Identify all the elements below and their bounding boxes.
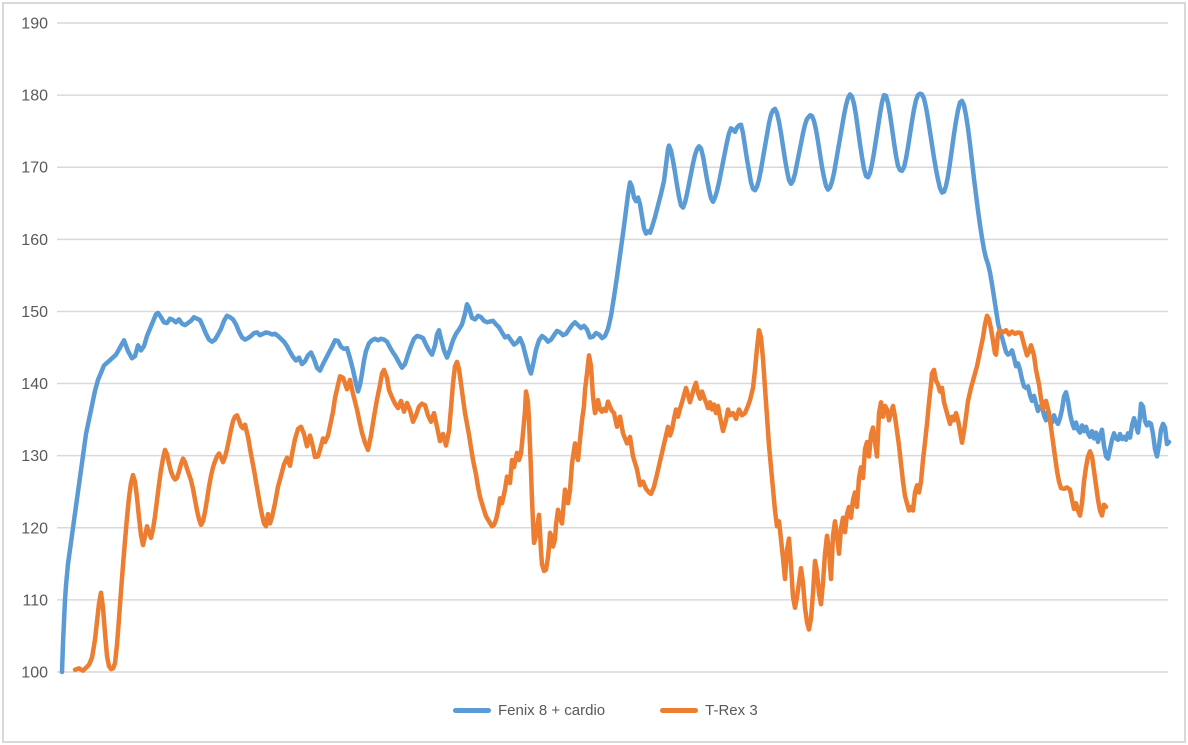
legend-item-trex-3[interactable]: T-Rex 3 — [660, 702, 758, 719]
legend-label-trex: T-Rex 3 — [705, 702, 758, 719]
legend-label-fenix: Fenix 8 + cardio — [498, 702, 606, 719]
legend-marker-fenix-icon — [453, 708, 491, 713]
series-line-fenix-8-cardio[interactable] — [59, 91, 1172, 675]
y-axis-tick-label: 150 — [21, 304, 48, 321]
y-axis-tick-label: 140 — [21, 376, 48, 393]
y-axis-tick-label: 130 — [21, 448, 48, 465]
legend-marker-trex-icon — [660, 708, 699, 713]
y-axis-tick-label: 100 — [21, 665, 48, 682]
y-axis-tick-label: 160 — [21, 232, 48, 249]
chart-legend: Fenix 8 + cardio T-Rex 3 — [453, 702, 758, 719]
y-axis-tick-label: 120 — [21, 520, 48, 537]
series-line-trex-3[interactable] — [72, 313, 1109, 673]
y-axis-tick-label: 110 — [22, 592, 48, 609]
y-axis-tick-label: 190 — [21, 16, 48, 33]
y-axis-tick-label: 180 — [21, 88, 48, 105]
legend-item-fenix-8-cardio[interactable]: Fenix 8 + cardio — [453, 702, 605, 719]
y-axis-tick-label: 170 — [21, 160, 48, 177]
